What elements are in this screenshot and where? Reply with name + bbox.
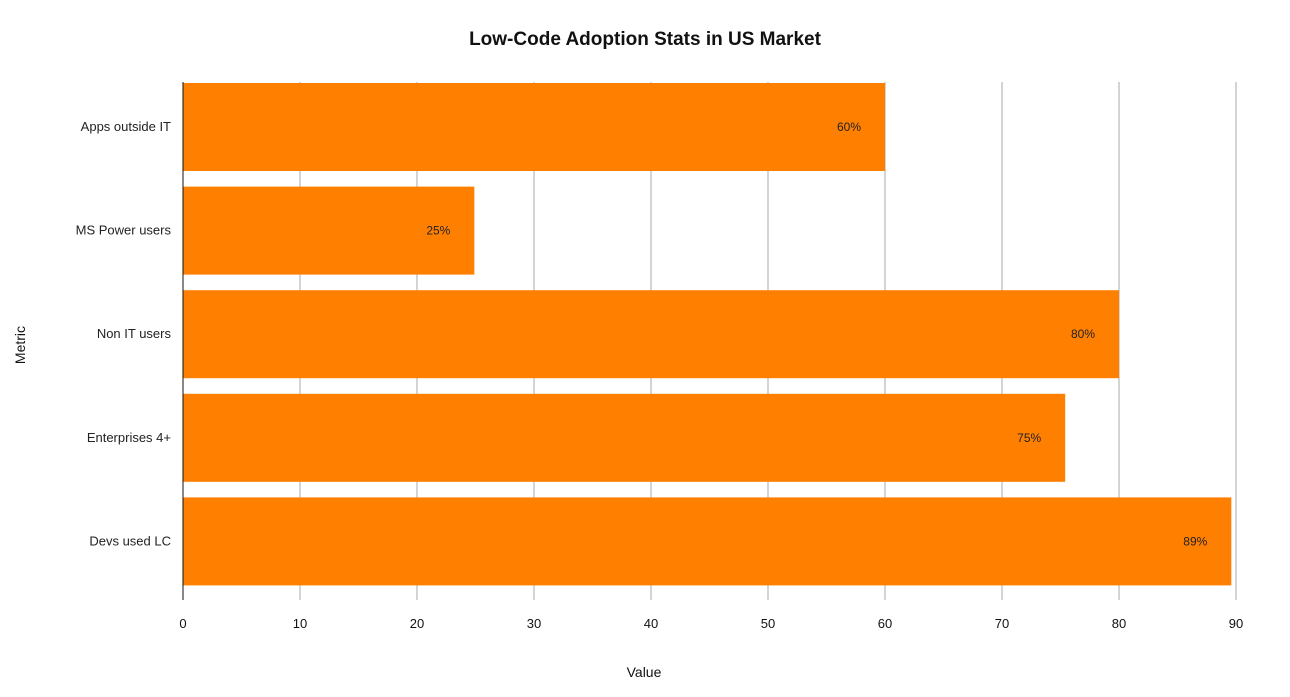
y-tick-labels: Apps outside IT MS Power users Non IT user… — [76, 119, 172, 548]
bar — [183, 83, 885, 171]
x-tick-label: 60 — [878, 616, 892, 631]
x-tick-label: 10 — [293, 616, 307, 631]
x-tick-labels: 0 10 20 30 40 50 60 70 80 90 — [179, 616, 1243, 631]
x-tick-label: 40 — [644, 616, 658, 631]
y-tick-label: Devs used LC — [89, 533, 171, 548]
x-tick-label: 0 — [179, 616, 186, 631]
y-tick-label: MS Power users — [76, 223, 172, 238]
x-tick-label: 80 — [1112, 616, 1126, 631]
x-tick-label: 50 — [761, 616, 775, 631]
data-label: 89% — [1183, 534, 1207, 548]
y-tick-label: Non IT users — [97, 326, 172, 341]
y-tick-label: Enterprises 4+ — [87, 430, 171, 445]
data-label: 75% — [1017, 431, 1041, 445]
x-tick-label: 90 — [1229, 616, 1243, 631]
x-tick-label: 70 — [995, 616, 1009, 631]
data-label: 80% — [1071, 327, 1095, 341]
chart-title: Low-Code Adoption Stats in US Market — [469, 29, 822, 50]
y-axis-label: Metric — [12, 326, 28, 364]
x-tick-label: 30 — [527, 616, 541, 631]
x-axis-label: Value — [627, 664, 662, 680]
bar — [183, 497, 1232, 586]
bar — [183, 290, 1119, 379]
data-label: 60% — [837, 120, 861, 134]
x-tick-label: 20 — [410, 616, 424, 631]
bar — [183, 393, 1066, 482]
bars: 60% 25% 80% 75% 89% — [183, 83, 1232, 586]
bar — [183, 186, 475, 275]
y-tick-label: Apps outside IT — [81, 119, 171, 134]
data-label: 25% — [426, 224, 450, 238]
